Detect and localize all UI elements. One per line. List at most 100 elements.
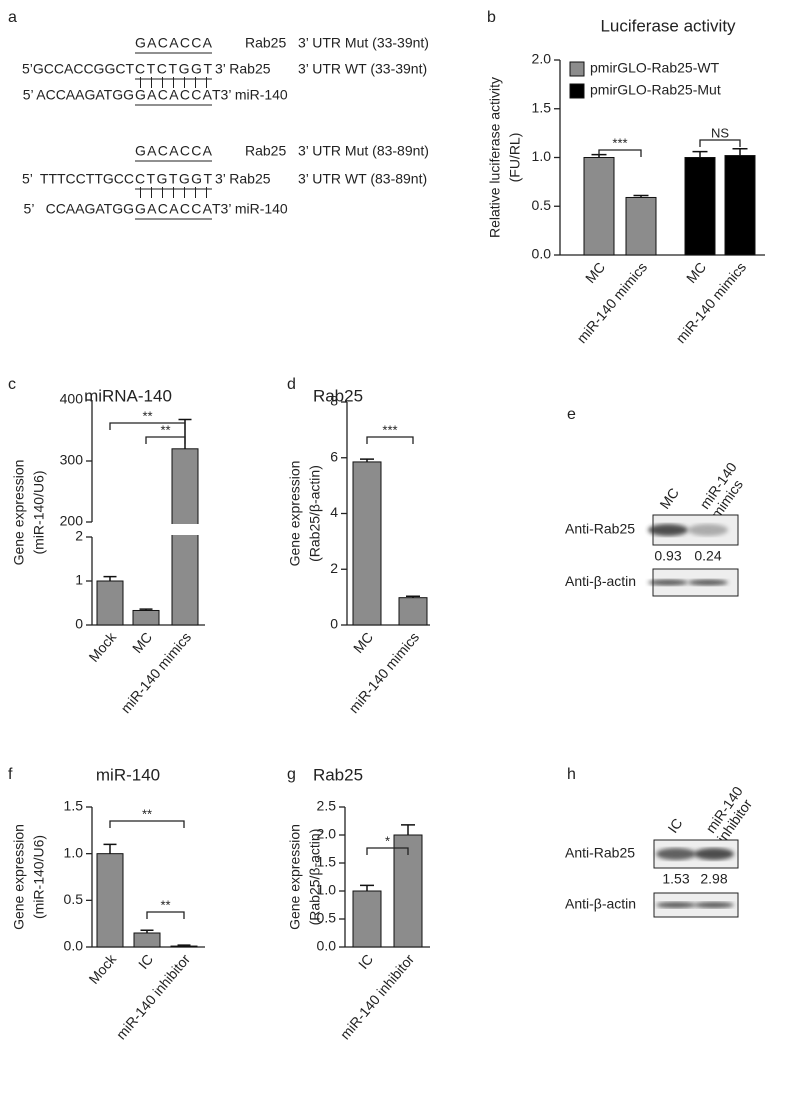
y-tick-label: 0.0 <box>64 938 84 954</box>
y-axis-label: Relative luciferase activity <box>487 77 503 238</box>
y-axis-label: (FU/RL) <box>507 133 523 183</box>
y-tick-label: 4 <box>330 504 338 520</box>
row-label: Anti-Rab25 <box>565 521 635 537</box>
bar <box>684 157 716 256</box>
panel-label: f <box>8 766 13 783</box>
significance-label: * <box>385 833 390 848</box>
y-axis-label: (Rab25/β-actin) <box>307 829 323 926</box>
error-bar <box>360 458 374 462</box>
y-axis-label: (miR-140/U6) <box>31 835 47 919</box>
y-axis-label: (miR-140/U6) <box>31 470 47 554</box>
significance-label: ** <box>160 422 170 437</box>
significance-label: *** <box>382 422 397 437</box>
significance-label: NS <box>711 125 729 140</box>
error-bar <box>177 944 191 947</box>
y-tick-label: 0.0 <box>532 246 552 262</box>
bar <box>132 609 160 626</box>
panel-label: h <box>567 766 576 783</box>
bar <box>352 461 382 626</box>
panel-label: g <box>287 766 296 783</box>
significance-bracket <box>109 820 185 828</box>
row-label: Anti-β-actin <box>565 573 636 589</box>
error-bar <box>103 575 117 581</box>
band-quant: 1.53 <box>662 871 689 887</box>
legend-label: pmirGLO-Rab25-Mut <box>590 82 721 98</box>
significance-label: ** <box>142 806 152 821</box>
gene-name: Rab25 <box>245 35 286 51</box>
blot-band <box>648 524 688 536</box>
legend-swatch <box>569 83 585 99</box>
y-tick-label: 200 <box>60 513 84 529</box>
y-tick-label: 1 <box>75 572 83 588</box>
y-tick-label: 300 <box>60 452 84 468</box>
significance-label: ** <box>142 408 152 423</box>
panel-label: d <box>287 376 296 393</box>
utr-desc: 3’ UTR Mut (83-89nt) <box>298 143 429 159</box>
chart-title: Rab25 <box>313 765 363 784</box>
significance-bracket <box>366 436 414 444</box>
bar <box>133 932 161 948</box>
y-tick-label: 2.0 <box>317 826 337 842</box>
significance-bracket <box>145 436 186 444</box>
y-tick-label: 1.0 <box>317 882 337 898</box>
error-bar <box>406 595 420 598</box>
band-quant: 0.93 <box>654 548 681 564</box>
y-axis-label: (Rab25/β-actin) <box>307 465 323 562</box>
y-tick-label: 2.5 <box>317 798 337 814</box>
y-tick-label: 2.0 <box>532 51 552 67</box>
error-bar <box>401 824 415 835</box>
bar <box>352 890 382 948</box>
blot-band <box>688 579 728 586</box>
bar <box>96 853 124 948</box>
error-bar <box>140 929 154 933</box>
sequence: 5’ CCAAGATGG <box>24 201 134 217</box>
chart-title: miR-140 <box>96 765 160 784</box>
blot-band <box>688 524 728 536</box>
panel-label: c <box>8 376 16 393</box>
y-tick-label: 0.0 <box>317 938 337 954</box>
bar <box>170 945 198 948</box>
mirna-name: T3’ miR-140 <box>212 87 288 103</box>
y-tick-label: 2 <box>75 528 83 544</box>
mirna-name: T3’ miR-140 <box>212 201 288 217</box>
y-tick-label: 0 <box>330 616 338 632</box>
y-tick-label: 1.5 <box>64 798 84 814</box>
significance-bracket <box>699 139 741 147</box>
significance-bracket <box>109 422 186 430</box>
y-tick-label: 1.0 <box>64 844 84 860</box>
blot-band <box>694 848 734 860</box>
axis-break <box>84 524 205 535</box>
bar <box>625 196 657 256</box>
gene-name: 3’ Rab25 <box>215 61 271 77</box>
row-label: Anti-Rab25 <box>565 845 635 861</box>
y-tick-label: 2 <box>330 560 338 576</box>
gene-name: 3’ Rab25 <box>215 171 271 187</box>
seed-site: GACACCA <box>135 201 213 217</box>
y-axis-label: Gene expression <box>287 461 303 567</box>
blot-band <box>656 902 696 908</box>
band-quant: 0.24 <box>694 548 721 564</box>
chart-title: miRNA-140 <box>84 386 172 405</box>
y-tick-label: 0.5 <box>64 891 84 907</box>
sequence: 5’ TTTCCTTGCC <box>22 171 134 187</box>
error-bar <box>103 843 117 854</box>
y-tick-label: 0.5 <box>532 197 552 213</box>
panel-label: e <box>567 406 576 423</box>
y-tick-label: 1.5 <box>317 854 337 870</box>
error-bar <box>633 194 649 198</box>
blot-band <box>656 848 696 860</box>
y-tick-label: 1.5 <box>532 99 552 115</box>
utr-desc: 3’ UTR WT (83-89nt) <box>298 171 427 187</box>
y-tick-label: 6 <box>330 448 338 464</box>
error-bar <box>692 150 708 158</box>
significance-label: ** <box>160 897 170 912</box>
utr-desc: 3’ UTR WT (33-39nt) <box>298 61 427 77</box>
bar <box>171 448 199 626</box>
y-tick-label: 8 <box>330 393 338 409</box>
significance-bracket <box>146 911 185 919</box>
y-axis-label: Gene expression <box>287 824 303 930</box>
blot-band <box>694 902 734 908</box>
utr-desc: 3’ UTR Mut (33-39nt) <box>298 35 429 51</box>
